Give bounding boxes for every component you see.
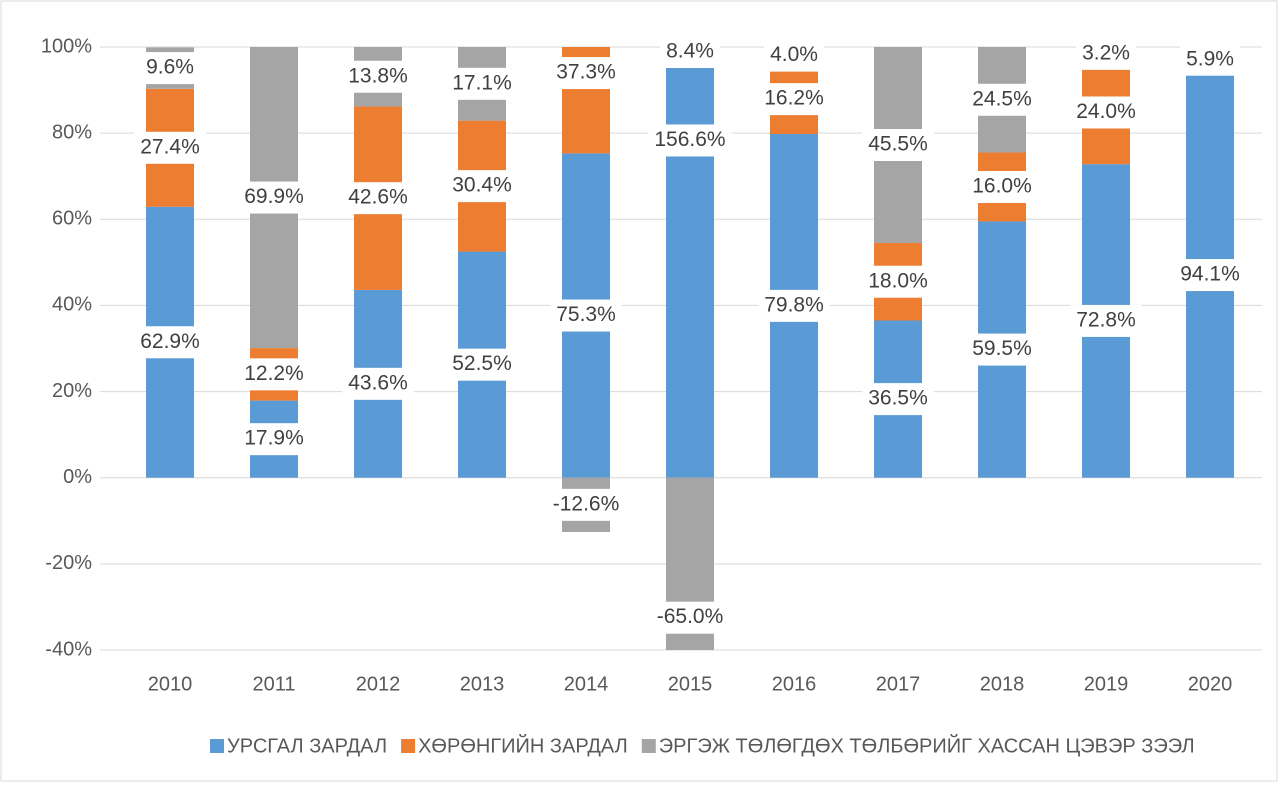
x-tick-label: 2018 (980, 673, 1025, 695)
x-tick-label: 2020 (1188, 673, 1233, 695)
label-bg (342, 367, 414, 400)
data-label: 27.4% (140, 135, 200, 158)
label-bg (342, 60, 414, 93)
data-label: 3.2% (1082, 41, 1130, 64)
label-bg (966, 333, 1038, 366)
data-label: 16.0% (972, 175, 1032, 198)
label-bg (758, 83, 830, 116)
data-label: -12.6% (553, 492, 620, 515)
data-label: 52.5% (452, 352, 512, 375)
data-label: 94.1% (1180, 263, 1240, 286)
label-bg (238, 423, 310, 456)
y-tick-label: -20% (45, 552, 92, 574)
data-label: 12.2% (244, 362, 304, 385)
x-tick-label: 2015 (668, 673, 713, 695)
data-label: 9.6% (146, 56, 194, 79)
data-label: 17.9% (244, 427, 304, 450)
y-tick-label: 40% (52, 294, 92, 316)
y-tick-label: 0% (63, 466, 92, 488)
label-bg (862, 265, 934, 298)
data-label: -65.0% (657, 605, 724, 628)
data-label: 16.2% (764, 87, 824, 110)
data-label: 36.5% (868, 387, 928, 410)
data-label: 30.4% (452, 174, 512, 197)
data-label: 45.5% (868, 133, 928, 156)
x-tick-label: 2014 (564, 673, 609, 695)
label-bg (1180, 43, 1240, 76)
data-label: 75.3% (556, 303, 616, 326)
label-bg (140, 52, 200, 85)
label-bg (134, 326, 206, 359)
label-bg (660, 36, 720, 68)
x-tick-label: 2013 (460, 673, 505, 695)
legend-label: ЭРГЭЖ ТӨЛӨГДӨХ ТӨЛБӨРИЙГ ХАССАН ЦЭВЭР ЗЭ… (659, 733, 1195, 757)
x-tick-label: 2019 (1084, 673, 1129, 695)
label-bg (550, 299, 622, 332)
data-label: 24.0% (1076, 100, 1136, 123)
x-tick-label: 2012 (356, 673, 401, 695)
label-bg (238, 181, 310, 214)
data-label: 37.3% (556, 61, 616, 84)
data-label: 13.8% (348, 64, 408, 87)
legend-label: ХӨРӨНГИЙН ЗАРДАЛ (418, 733, 628, 757)
label-bg (1076, 37, 1136, 70)
y-tick-label: 60% (52, 208, 92, 230)
data-label: 5.9% (1186, 47, 1234, 70)
y-tick-label: -40% (45, 638, 92, 660)
label-bg (1174, 259, 1246, 292)
x-tick-label: 2016 (772, 673, 817, 695)
y-tick-label: 20% (52, 380, 92, 402)
label-bg (446, 67, 518, 100)
data-label: 24.5% (972, 87, 1032, 110)
x-tick-label: 2017 (876, 673, 921, 695)
label-bg (966, 83, 1038, 116)
y-tick-label: 80% (52, 121, 92, 143)
label-bg (764, 39, 824, 72)
legend-swatch (210, 739, 224, 753)
label-bg (1070, 96, 1142, 129)
data-label: 8.4% (666, 40, 714, 63)
label-bg (446, 348, 518, 381)
legend-label: УРСГАЛ ЗАРДАЛ (227, 735, 387, 757)
label-bg (966, 170, 1038, 203)
label-bg (650, 601, 730, 634)
label-bg (342, 182, 414, 215)
label-bg (238, 358, 310, 391)
label-bg (446, 170, 518, 203)
label-bg (862, 383, 934, 416)
data-label: 18.0% (868, 269, 928, 292)
label-bg (648, 124, 732, 157)
data-label: 4.0% (770, 43, 818, 66)
label-bg (546, 488, 626, 521)
data-label: 69.9% (244, 185, 304, 208)
data-label: 17.1% (452, 71, 512, 94)
bar-segment (666, 47, 714, 478)
data-label: 43.6% (348, 371, 408, 394)
data-label: 79.8% (764, 293, 824, 316)
legend-swatch (401, 739, 416, 753)
label-bg (758, 289, 830, 322)
y-tick-label: 100% (41, 35, 92, 57)
data-label: 72.8% (1076, 308, 1136, 331)
x-tick-label: 2011 (252, 673, 295, 695)
legend-swatch (641, 739, 656, 753)
label-bg (550, 57, 622, 90)
data-label: 59.5% (972, 337, 1032, 360)
label-bg (134, 131, 206, 164)
label-bg (1070, 304, 1142, 337)
x-tick-label: 2010 (148, 673, 193, 695)
data-label: 42.6% (348, 186, 408, 209)
data-label: 156.6% (654, 128, 725, 151)
label-bg (862, 128, 934, 161)
data-label: 62.9% (140, 330, 200, 353)
